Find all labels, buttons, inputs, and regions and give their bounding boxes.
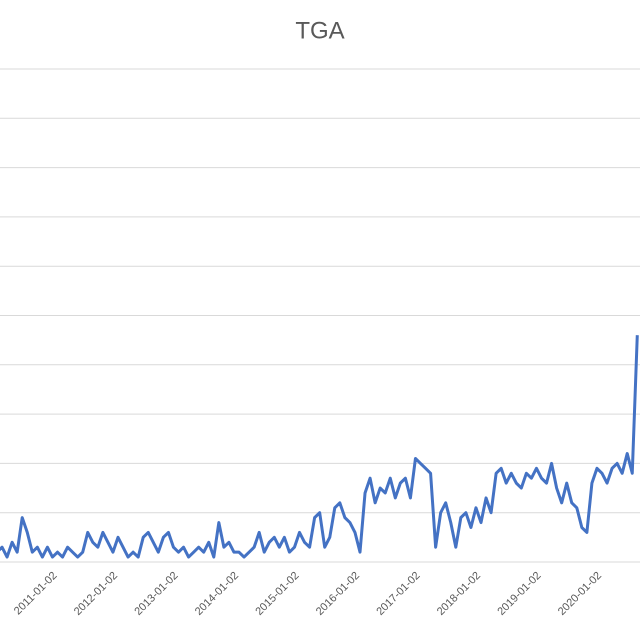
- x-tick-label: 2018-01-02: [435, 570, 483, 618]
- x-tick-label: 2011-01-02: [12, 570, 60, 618]
- x-tick-label: 2020-01-02: [556, 570, 604, 618]
- x-tick-label: 2015-01-02: [253, 570, 301, 618]
- chart-title: TGA: [295, 17, 344, 44]
- x-tick-label: 2016-01-02: [314, 570, 362, 618]
- x-tick-label: 2014-01-02: [193, 570, 241, 618]
- x-tick-label: 2017-01-02: [374, 570, 422, 618]
- x-tick-label: 2012-01-02: [72, 570, 120, 618]
- data-line: [0, 335, 639, 559]
- x-tick-label: 2013-01-02: [132, 570, 180, 618]
- x-tick-label: 2019-01-02: [495, 570, 543, 618]
